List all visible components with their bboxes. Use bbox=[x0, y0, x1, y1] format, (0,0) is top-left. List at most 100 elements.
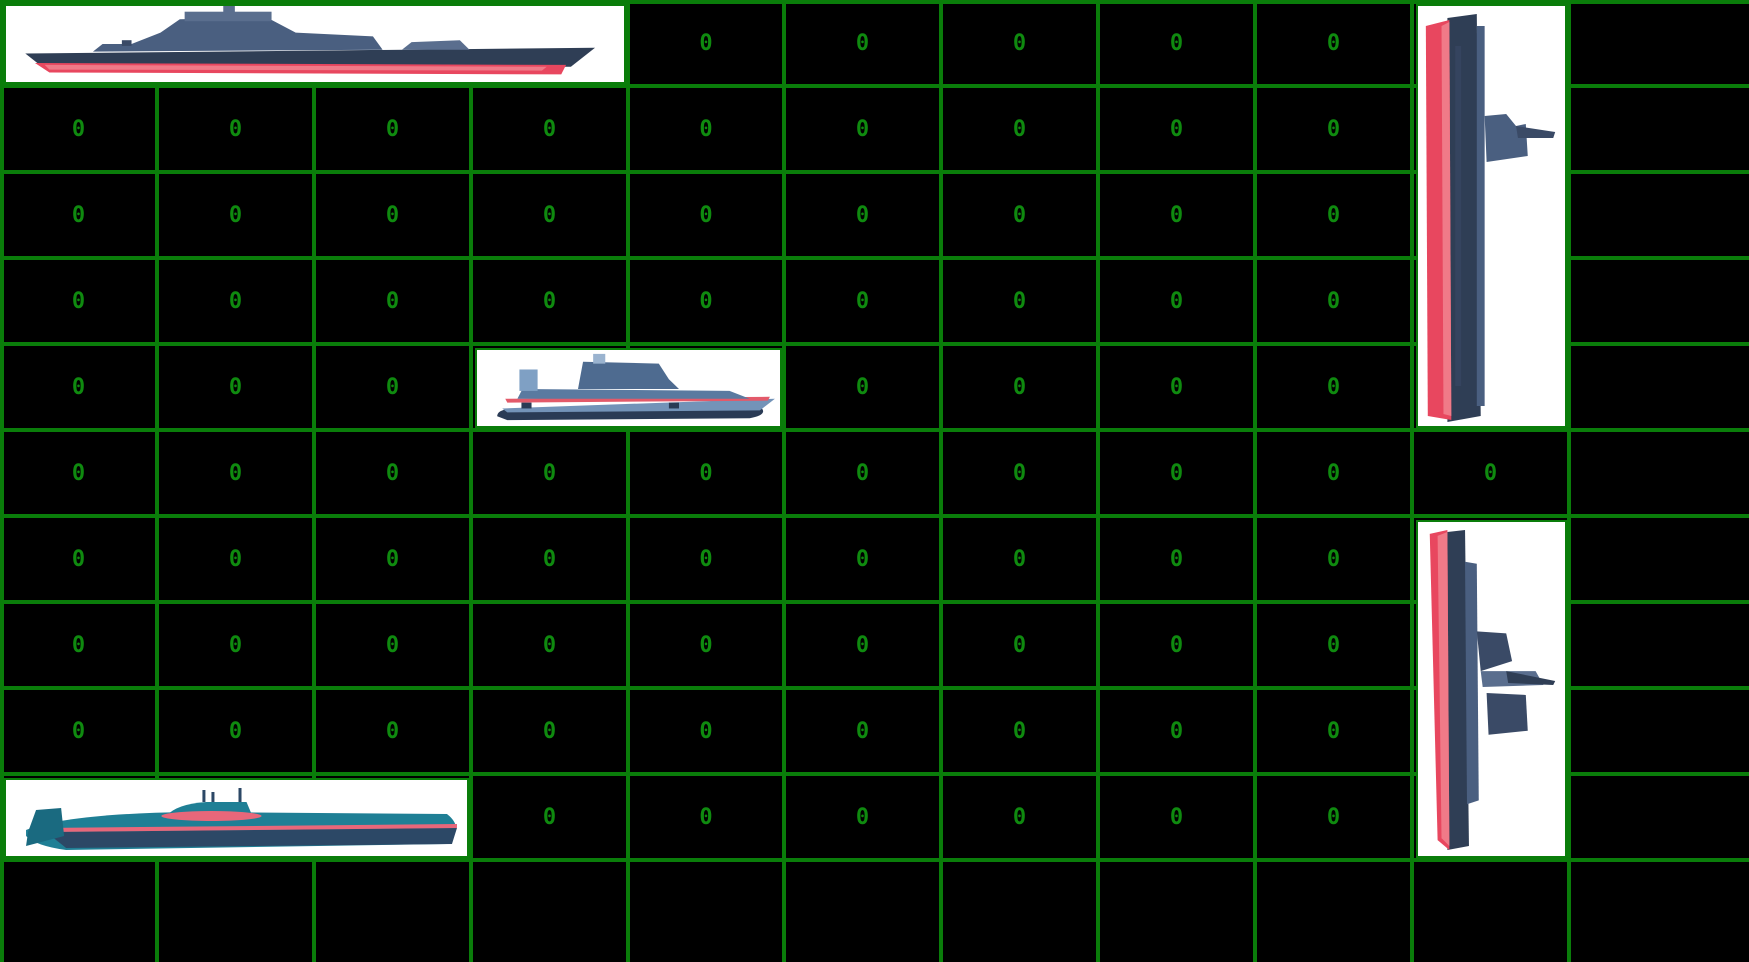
grid-line-vertical bbox=[1096, 0, 1100, 962]
grid-cell[interactable]: 0 bbox=[71, 202, 86, 228]
grid-cell[interactable]: 0 bbox=[1169, 804, 1184, 830]
grid-cell[interactable]: 0 bbox=[855, 116, 870, 142]
grid-cell[interactable]: 0 bbox=[1326, 804, 1341, 830]
grid-cell[interactable]: 0 bbox=[855, 30, 870, 56]
grid-cell[interactable]: 0 bbox=[228, 718, 243, 744]
grid-cell[interactable]: 0 bbox=[385, 288, 400, 314]
grid-cell[interactable]: 0 bbox=[385, 116, 400, 142]
grid-cell[interactable]: 0 bbox=[1169, 202, 1184, 228]
destroyer-ship[interactable] bbox=[4, 4, 626, 84]
grid-cell[interactable]: 0 bbox=[855, 460, 870, 486]
grid-cell[interactable]: 0 bbox=[385, 460, 400, 486]
grid-cell[interactable]: 0 bbox=[1169, 460, 1184, 486]
grid-cell[interactable]: 0 bbox=[1326, 116, 1341, 142]
grid-line-vertical bbox=[782, 0, 786, 962]
grid-cell[interactable]: 0 bbox=[1169, 718, 1184, 744]
grid-cell[interactable]: 0 bbox=[71, 116, 86, 142]
grid-cell[interactable]: 0 bbox=[542, 202, 557, 228]
grid-line-vertical bbox=[155, 0, 159, 962]
grid-line-vertical bbox=[0, 0, 4, 962]
grid-cell[interactable]: 0 bbox=[855, 546, 870, 572]
grid-cell[interactable]: 0 bbox=[1169, 546, 1184, 572]
grid-cell[interactable]: 0 bbox=[1326, 374, 1341, 400]
grid-cell[interactable]: 0 bbox=[855, 374, 870, 400]
grid-cell[interactable]: 0 bbox=[385, 202, 400, 228]
grid-cell[interactable]: 0 bbox=[855, 202, 870, 228]
aircraft-carrier-ship[interactable] bbox=[1416, 4, 1567, 428]
grid-cell[interactable]: 0 bbox=[699, 30, 713, 56]
grid-line-vertical bbox=[626, 0, 630, 962]
hovercraft-ship[interactable] bbox=[475, 348, 782, 428]
grid-cell[interactable]: 0 bbox=[699, 460, 713, 486]
grid-cell[interactable]: 0 bbox=[1012, 460, 1027, 486]
grid-cell[interactable]: 0 bbox=[699, 804, 713, 830]
grid-cell[interactable]: 0 bbox=[1326, 718, 1341, 744]
grid-cell[interactable]: 0 bbox=[1169, 116, 1184, 142]
grid-cell[interactable]: 0 bbox=[228, 116, 243, 142]
grid-cell[interactable]: 0 bbox=[71, 546, 86, 572]
grid-cell[interactable]: 0 bbox=[228, 288, 243, 314]
grid-cell[interactable]: 0 bbox=[855, 632, 870, 658]
grid-cell[interactable]: 0 bbox=[1326, 202, 1341, 228]
grid-cell[interactable]: 0 bbox=[228, 202, 243, 228]
grid-cell[interactable]: 0 bbox=[385, 374, 400, 400]
grid-cell[interactable]: 0 bbox=[1012, 718, 1027, 744]
grid-cell[interactable]: 0 bbox=[1012, 546, 1027, 572]
grid-cell[interactable]: 0 bbox=[1012, 116, 1027, 142]
grid-cell[interactable]: 0 bbox=[385, 546, 400, 572]
grid-cell[interactable]: 0 bbox=[1012, 288, 1027, 314]
grid-cell[interactable]: 0 bbox=[1169, 288, 1184, 314]
grid-cell[interactable]: 0 bbox=[1012, 804, 1027, 830]
grid-cell[interactable]: 0 bbox=[542, 804, 557, 830]
grid-cell[interactable]: 0 bbox=[1326, 30, 1341, 56]
grid-cell[interactable]: 0 bbox=[1169, 374, 1184, 400]
grid-line-horizontal bbox=[0, 84, 1749, 88]
grid-cell[interactable]: 0 bbox=[1012, 30, 1027, 56]
grid-cell[interactable]: 0 bbox=[855, 288, 870, 314]
grid-cell[interactable]: 0 bbox=[1169, 632, 1184, 658]
grid-cell[interactable]: 0 bbox=[1326, 632, 1341, 658]
grid-cell[interactable]: 0 bbox=[71, 288, 86, 314]
grid-cell[interactable]: 0 bbox=[699, 546, 713, 572]
grid-cell[interactable]: 0 bbox=[228, 546, 243, 572]
grid-cell[interactable]: 0 bbox=[71, 460, 86, 486]
grid-line-vertical bbox=[939, 0, 943, 962]
grid-cell[interactable]: 0 bbox=[855, 718, 870, 744]
grid-cell[interactable]: 0 bbox=[1012, 632, 1027, 658]
grid-cell[interactable]: 0 bbox=[699, 288, 713, 314]
grid-cell[interactable]: 0 bbox=[1012, 374, 1027, 400]
grid-cell[interactable]: 0 bbox=[71, 632, 86, 658]
grid-cell[interactable]: 0 bbox=[699, 116, 713, 142]
grid-cell[interactable]: 0 bbox=[699, 718, 713, 744]
grid-cell[interactable]: 0 bbox=[542, 632, 557, 658]
grid-cell[interactable]: 0 bbox=[542, 546, 557, 572]
grid-cell[interactable]: 0 bbox=[542, 718, 557, 744]
grid-cell[interactable]: 0 bbox=[228, 374, 243, 400]
grid-cell[interactable]: 0 bbox=[228, 460, 243, 486]
submarine-ship[interactable] bbox=[4, 778, 469, 858]
grid-cell[interactable]: 0 bbox=[855, 804, 870, 830]
grid-line-horizontal bbox=[0, 514, 1749, 518]
grid-cell[interactable]: 0 bbox=[699, 202, 713, 228]
destroyer-icon bbox=[25, 6, 596, 75]
grid-cell[interactable]: 0 bbox=[542, 460, 557, 486]
grid-line-horizontal bbox=[0, 600, 1749, 604]
grid-cell[interactable]: 0 bbox=[71, 374, 86, 400]
grid-cell[interactable]: 0 bbox=[228, 632, 243, 658]
cruiser-ship[interactable] bbox=[1416, 520, 1567, 858]
grid-cell[interactable]: 0 bbox=[1326, 288, 1341, 314]
grid-line-vertical bbox=[1410, 0, 1414, 962]
cruiser-icon bbox=[1429, 529, 1556, 851]
grid-cell[interactable]: 0 bbox=[385, 632, 400, 658]
grid-cell[interactable]: 0 bbox=[542, 116, 557, 142]
grid-cell[interactable]: 0 bbox=[1326, 546, 1341, 572]
grid-cell[interactable]: 0 bbox=[699, 632, 713, 658]
grid-line-horizontal bbox=[0, 170, 1749, 174]
grid-cell[interactable]: 0 bbox=[385, 718, 400, 744]
grid-cell[interactable]: 0 bbox=[1483, 460, 1498, 486]
grid-cell[interactable]: 0 bbox=[1012, 202, 1027, 228]
grid-cell[interactable]: 0 bbox=[1326, 460, 1341, 486]
grid-cell[interactable]: 0 bbox=[542, 288, 557, 314]
grid-cell[interactable]: 0 bbox=[1169, 30, 1184, 56]
grid-cell[interactable]: 0 bbox=[71, 718, 86, 744]
